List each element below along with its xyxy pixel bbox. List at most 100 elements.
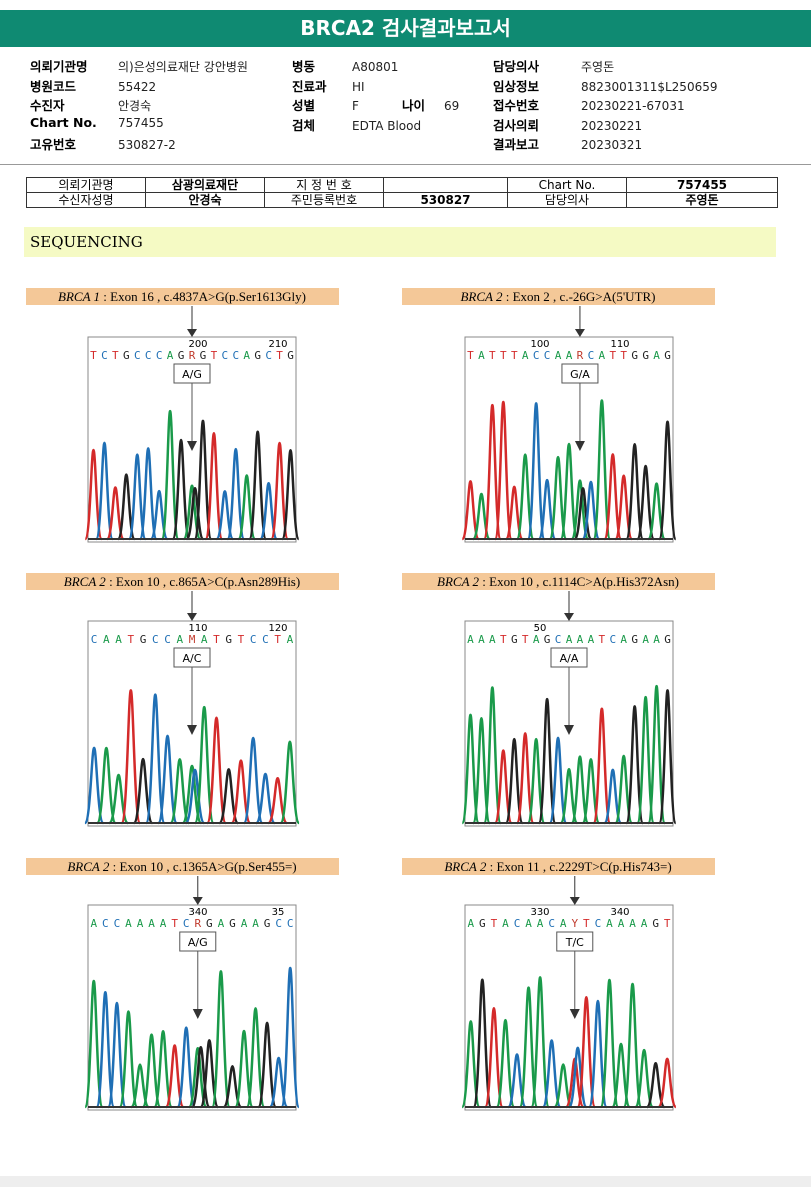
info-label: 결과보고: [493, 137, 540, 152]
base: A: [560, 917, 567, 930]
header-title: BRCA2 검사결과보고서: [0, 10, 811, 47]
base: A: [525, 917, 532, 930]
arrow-head: [574, 441, 585, 451]
info-row: 담당의사 주영돈: [493, 56, 717, 76]
base: C: [287, 917, 294, 930]
base: Y: [571, 917, 578, 930]
base: G: [140, 633, 147, 646]
base: A: [599, 349, 606, 362]
base: A: [629, 917, 636, 930]
base: G: [652, 917, 659, 930]
peak: [537, 697, 557, 825]
base: A: [103, 633, 110, 646]
info-row: 임상정보 8823001311$L250659: [493, 76, 717, 96]
peak: [193, 419, 213, 541]
base: G: [200, 349, 207, 362]
peak: [206, 716, 227, 825]
base: A: [522, 349, 529, 362]
peak: [138, 447, 158, 541]
base: T: [599, 633, 606, 646]
base: C: [609, 633, 616, 646]
arrow-head: [187, 613, 197, 621]
base: T: [238, 633, 245, 646]
peak: [634, 1048, 655, 1109]
base: G: [264, 917, 271, 930]
info-value: A80801: [352, 60, 399, 74]
base: T: [171, 917, 178, 930]
position-number: 340: [188, 907, 207, 918]
peak: [95, 991, 116, 1109]
peak: [120, 689, 142, 825]
info-label: 병원코드: [30, 78, 77, 94]
peak: [518, 986, 539, 1109]
variant-label: BRCA 2 : Exon 10 , c.1114C>A(p.His372Asn…: [437, 574, 679, 589]
peak: [530, 976, 551, 1109]
peak: [153, 1029, 174, 1109]
base: T: [276, 349, 283, 362]
base: R: [189, 349, 196, 362]
base: C: [595, 917, 602, 930]
call-text: T/C: [565, 936, 584, 949]
peak: [127, 453, 147, 541]
arrow-head: [187, 441, 197, 451]
base: A: [478, 633, 485, 646]
peak: [636, 464, 656, 541]
cell: 의뢰기관명: [26, 177, 146, 193]
peak: [592, 707, 612, 825]
peak: [493, 749, 513, 825]
gene-name: BRCA 1: [58, 289, 100, 304]
peak: [576, 995, 597, 1109]
position-number: 35: [272, 907, 285, 918]
gene-name: BRCA 2: [437, 574, 480, 589]
footer-band: [0, 1176, 811, 1187]
variant-label: BRCA 2 : Exon 10 , c.1365A>G(p.Ser455=): [67, 859, 296, 874]
base: C: [183, 917, 190, 930]
peak: [230, 759, 252, 825]
base: R: [577, 349, 584, 362]
arrow-head: [187, 329, 197, 337]
variant-label: BRCA 2 : Exon 10 , c.865A>C(p.Asn289His): [64, 574, 300, 589]
peak: [570, 755, 590, 825]
base: C: [533, 349, 540, 362]
base: G: [287, 349, 294, 362]
peak: [185, 487, 205, 541]
variant-label-bar: [402, 288, 715, 305]
chromatogram-box: [87, 904, 297, 1111]
base: T: [500, 349, 507, 362]
peak: [559, 442, 579, 541]
cell: 지 정 번 호: [264, 177, 384, 193]
base: T: [500, 633, 507, 646]
base: C: [156, 349, 163, 362]
base: A: [243, 349, 250, 362]
peak: [647, 684, 667, 825]
peak: [176, 1026, 197, 1109]
base: A: [641, 917, 648, 930]
base: C: [152, 633, 159, 646]
peak: [245, 1007, 266, 1109]
peak: [548, 455, 568, 541]
peak: [495, 1018, 516, 1109]
peak: [169, 758, 191, 825]
base: C: [588, 349, 595, 362]
gene-name: BRCA 2: [64, 574, 107, 589]
peak: [157, 734, 178, 825]
base: A: [125, 917, 132, 930]
base: A: [502, 917, 509, 930]
arrow-head: [569, 897, 580, 905]
base: T: [489, 349, 496, 362]
base: A: [148, 917, 155, 930]
cell: 주영돈: [626, 192, 778, 208]
peak: [482, 403, 502, 541]
cell: 담당의사: [507, 192, 627, 208]
info-row: 진료과 HI: [292, 76, 459, 96]
base: C: [145, 349, 152, 362]
base: T: [511, 349, 518, 362]
base: T: [128, 633, 135, 646]
info-label: 접수번호: [493, 98, 540, 113]
peak: [218, 768, 240, 825]
variant-label: BRCA 2 : Exon 2 , c.-26G>A(5'UTR): [460, 289, 655, 304]
info-column: 병동 A80801 진료과 HI 성별 F 나이 69 검체 EDTA Blood: [292, 56, 459, 134]
base: A: [620, 633, 627, 646]
base: G: [225, 633, 232, 646]
arrow-head: [574, 329, 585, 337]
